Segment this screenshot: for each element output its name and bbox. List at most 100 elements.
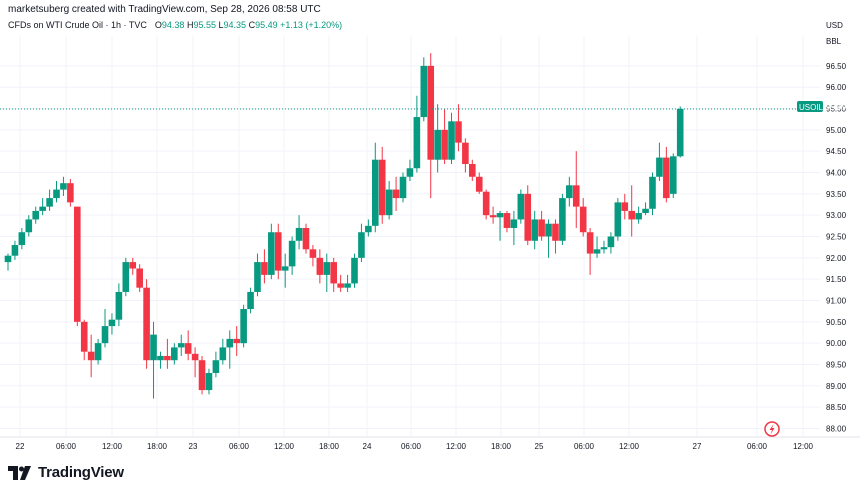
candle-body — [129, 262, 137, 269]
candle-body — [60, 183, 67, 190]
candle-body — [676, 108, 684, 157]
candle-body — [510, 219, 518, 228]
candle-body — [600, 247, 608, 250]
candle-body — [302, 227, 310, 250]
candle-body — [399, 176, 407, 199]
candle-body — [649, 176, 656, 209]
candle-body — [94, 343, 102, 361]
candle-body — [184, 343, 192, 354]
candle — [150, 321, 157, 399]
price-tick-label: 92.50 — [826, 233, 847, 242]
candle-body — [337, 283, 344, 288]
time-tick-label: 06:00 — [574, 442, 595, 451]
candle — [191, 347, 199, 378]
candle — [517, 189, 525, 224]
candle-body — [80, 321, 88, 352]
candle — [510, 210, 518, 246]
candle — [39, 198, 46, 216]
candle-body — [593, 249, 601, 254]
candle-body — [108, 319, 116, 327]
candle — [344, 274, 351, 292]
candle-body — [32, 210, 40, 220]
candle — [74, 206, 81, 327]
candle — [302, 223, 310, 254]
time-tick-label: 22 — [16, 442, 25, 451]
candle — [482, 189, 490, 220]
time-tick-label: 06:00 — [229, 442, 250, 451]
candle-body — [579, 206, 587, 233]
candle — [600, 240, 608, 254]
candle-body — [427, 65, 435, 160]
time-tick-label: 24 — [363, 442, 372, 451]
candle — [593, 236, 601, 258]
candle-body — [177, 343, 185, 348]
time-axis[interactable]: 22 06:00 12:00 18:00 23 06:00 12:00 18:00 24 06:0… — [16, 442, 814, 451]
candle-body — [205, 373, 213, 391]
candle — [663, 146, 670, 203]
currency-label: USD — [826, 21, 843, 30]
candle — [164, 338, 171, 369]
candle — [205, 368, 213, 395]
candle-body — [607, 236, 615, 248]
candle-body — [295, 227, 303, 241]
candle-body — [635, 213, 642, 220]
price-axis[interactable]: 88.00 88.50 89.00 89.50 90.00 90.50 91.00 91.50… — [826, 62, 847, 434]
candle — [240, 304, 247, 348]
candle — [67, 178, 74, 207]
candle — [309, 245, 317, 267]
attribution-text: marketsuberg created with TradingView.co… — [8, 4, 321, 15]
candle — [4, 253, 12, 271]
last-price-tag: USOIL 95.49 01:59 — [797, 100, 847, 121]
candle-body — [455, 121, 462, 143]
candle — [226, 330, 234, 369]
candle-body — [11, 245, 19, 256]
candle-body — [656, 157, 663, 177]
candle — [157, 351, 164, 369]
time-tick-label: 12:00 — [274, 442, 295, 451]
lightning-icon[interactable] — [764, 421, 780, 437]
candle — [365, 219, 372, 237]
candle-body — [371, 159, 379, 226]
time-tick-label: 12:00 — [446, 442, 467, 451]
candle — [18, 227, 26, 250]
low-value: 94.35 — [223, 20, 247, 30]
candle-body — [281, 266, 289, 271]
candle-body — [358, 232, 365, 258]
candle — [455, 104, 462, 152]
candle-body — [150, 334, 157, 361]
price-tick-label: 92.00 — [826, 254, 847, 263]
close-label: C — [248, 20, 256, 30]
candle — [434, 104, 441, 173]
candle — [136, 264, 143, 292]
price-tick-label: 96.00 — [826, 83, 847, 92]
candle-body — [136, 268, 143, 288]
candle — [448, 112, 455, 164]
candle — [358, 223, 365, 263]
candle-body — [171, 347, 178, 361]
candle — [462, 138, 469, 173]
candle — [378, 146, 386, 224]
candle-body — [572, 185, 580, 207]
candle-body — [406, 168, 414, 177]
candle — [628, 185, 635, 237]
time-tick-label: 06:00 — [747, 442, 768, 451]
price-tick-label: 94.00 — [826, 169, 847, 178]
candle-body — [462, 142, 469, 164]
candle — [25, 215, 33, 237]
price-tick-label: 88.50 — [826, 403, 847, 412]
candle — [676, 106, 684, 158]
candle — [586, 227, 594, 275]
price-tick-label: 93.50 — [826, 190, 847, 199]
candle — [475, 172, 483, 194]
candle — [212, 351, 220, 378]
candle — [87, 334, 95, 378]
candle-body — [219, 347, 227, 361]
candle-body — [247, 291, 254, 310]
candle-body — [469, 163, 476, 177]
candle-body — [434, 129, 441, 160]
candle — [323, 253, 331, 292]
price-tick-label: 95.50 — [826, 105, 847, 114]
candle — [469, 159, 476, 182]
close-value: 95.49 — [255, 20, 278, 30]
